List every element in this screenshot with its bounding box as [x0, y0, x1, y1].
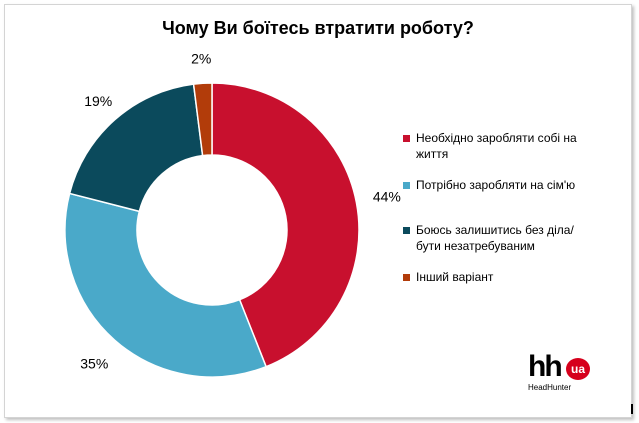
donut-slice-2: [68, 83, 204, 213]
data-label-2: 19%: [84, 93, 112, 109]
donut-slice-1: [64, 192, 268, 378]
headhunter-logo: hh ua HeadHunter: [528, 352, 600, 400]
data-label-3: 2%: [191, 50, 211, 66]
legend-swatch-2: [403, 227, 410, 234]
logo-mark: hh: [528, 350, 563, 383]
legend-label-3: Інший варіант: [416, 270, 494, 284]
data-label-0: 44%: [373, 189, 401, 205]
donut-slice-0: [211, 82, 360, 368]
donut-slice-3: [192, 82, 213, 157]
legend-label-0: Необхідно заробляти собі на життя: [416, 131, 577, 161]
chart-title: Чому Ви боїтесь втратити роботу?: [162, 18, 474, 38]
legend-label-2: Боюсь залишитись без діла/бути незатребу…: [416, 223, 574, 253]
data-label-1: 35%: [80, 356, 108, 372]
edge-mark: [631, 404, 633, 414]
legend-swatch-1: [403, 182, 410, 189]
legend-swatch-0: [403, 135, 410, 142]
legend-label-1: Потрібно заробляти на сім'ю: [416, 178, 576, 192]
legend-swatch-3: [403, 274, 410, 281]
logo-subtitle: HeadHunter: [528, 383, 572, 392]
logo-badge: ua: [566, 358, 590, 380]
